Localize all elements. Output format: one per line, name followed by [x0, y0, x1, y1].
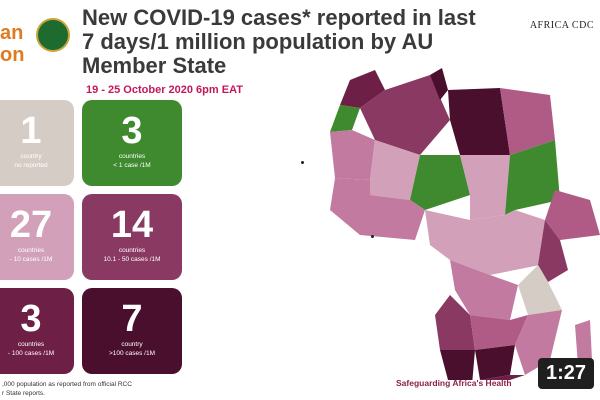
stat-label-line2: >100 cases /1M	[108, 350, 156, 357]
africa-map	[330, 68, 600, 380]
map-region-morocco	[340, 70, 385, 108]
map-region-ethiopia	[545, 190, 600, 240]
stat-label-line1: countries	[17, 247, 45, 254]
map-region-algeria	[360, 75, 450, 155]
stat-card-lt50: 14 countries 10.1 - 50 cases /1M	[82, 194, 182, 280]
map-region-tunisia	[430, 68, 448, 100]
island-marker	[301, 161, 304, 164]
stat-label-line1: countries	[118, 153, 146, 160]
map-region-botswana	[475, 345, 515, 380]
stat-label-line2: 10.1 - 50 cases /1M	[103, 256, 161, 263]
logo-text: an on	[0, 22, 25, 66]
map-region-chad	[460, 155, 510, 220]
map-region-tanzania	[518, 265, 562, 315]
stat-value: 3	[20, 298, 42, 340]
stat-value: 3	[121, 110, 143, 152]
video-time-badge[interactable]: 1:27	[537, 358, 594, 389]
footnote: ,000 population as reported from officia…	[2, 380, 132, 398]
stat-label-line2: no reported	[14, 162, 48, 169]
footnote-line1: ,000 population as reported from officia…	[2, 381, 132, 388]
island-marker	[371, 235, 374, 238]
stat-card-lt10: 27 countries - 10 cases /1M	[0, 194, 74, 280]
stat-card-lt100: 3 countries - 100 cases /1M	[0, 288, 74, 374]
page-title: New COVID-19 cases* reported in last 7 d…	[82, 5, 476, 78]
map-region-namibia	[440, 350, 475, 380]
map-region-west-africa	[330, 178, 425, 240]
map-region-niger	[410, 155, 470, 210]
map-region-drc	[450, 260, 518, 320]
stat-value: 14	[110, 204, 154, 246]
stat-label-line2: < 1 case /1M	[113, 162, 151, 169]
african-union-logo: an on	[0, 8, 72, 68]
map-region-mali	[370, 140, 420, 200]
stat-card-lt1: 3 countries < 1 case /1M	[82, 100, 182, 186]
stat-label-line2: - 100 cases /1M	[7, 350, 55, 357]
map-region-central-africa	[425, 210, 545, 275]
date-range: 19 - 25 October 2020 6pm EAT	[86, 84, 243, 96]
slogan: Safeguarding Africa's Health	[396, 378, 512, 388]
stat-value: 7	[121, 298, 143, 340]
map-region-angola	[435, 295, 475, 350]
map-region-madagascar	[575, 320, 592, 365]
stat-value: 1	[20, 110, 42, 152]
au-emblem-icon	[36, 18, 70, 52]
stat-label-line1: countries	[17, 341, 45, 348]
map-region-mauritania	[330, 130, 375, 180]
map-region-libya	[448, 88, 510, 155]
footnote-line2: r State reports.	[2, 390, 45, 397]
map-region-western-sahara	[330, 105, 360, 132]
map-region-sudan	[505, 140, 560, 215]
map-region-kenya	[538, 220, 568, 282]
stat-label-line1: country	[121, 341, 143, 348]
stat-label-line1: country	[20, 153, 42, 160]
map-region-zambia	[470, 315, 528, 350]
map-region-south-africa	[448, 375, 525, 380]
stat-label-line1: countries	[118, 247, 146, 254]
stat-card-gt100: 7 country >100 cases /1M	[82, 288, 182, 374]
stat-label-line2: - 10 cases /1M	[9, 256, 53, 263]
africa-cdc-brand: AFRICA CDC	[529, 20, 594, 31]
stat-card-no-report: 1 country no reported	[0, 100, 74, 186]
stat-value: 27	[9, 204, 53, 246]
map-region-egypt	[500, 88, 555, 155]
